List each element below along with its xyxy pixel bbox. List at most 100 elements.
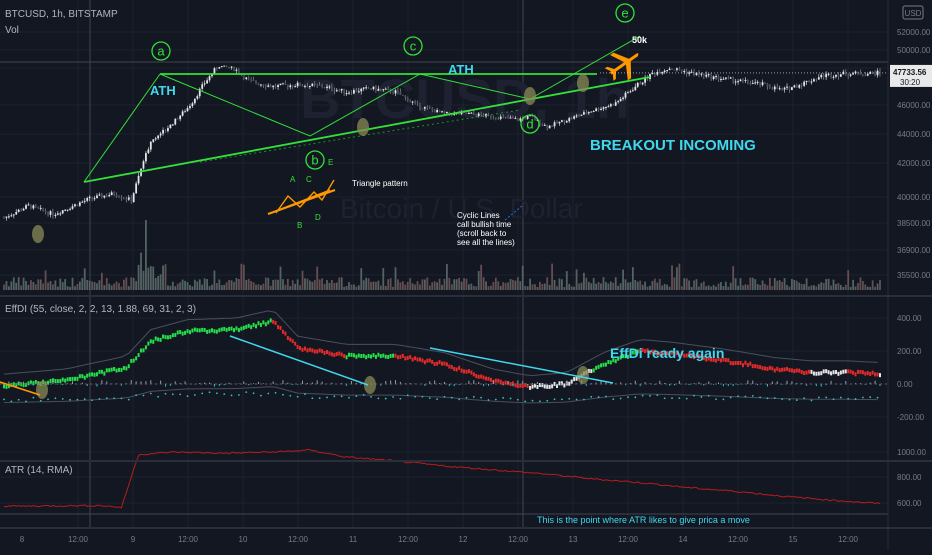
effdi-dot: [17, 398, 20, 401]
candle-body: [32, 205, 35, 209]
effdi-mark: [179, 330, 182, 335]
volume-bar: [316, 266, 319, 290]
effdi-mark: [614, 359, 617, 364]
effdi-dot: [773, 397, 776, 399]
volume-bar: [548, 284, 551, 290]
effdi-mark: [323, 350, 326, 355]
volume-label[interactable]: Vol: [5, 25, 19, 36]
candle-body: [676, 68, 678, 70]
symbol-label[interactable]: BTCUSD, 1h, BITSTAMP: [5, 9, 118, 20]
volume-bar: [861, 280, 864, 290]
volume-bar: [690, 286, 693, 290]
volume-bar: [641, 284, 644, 290]
effdi-mark: [7, 384, 10, 389]
volume-bar: [399, 282, 402, 290]
effdi-mark: [423, 360, 426, 365]
candle-body: [27, 204, 30, 206]
candle-body: [720, 79, 722, 81]
effdi-mark: [210, 328, 213, 333]
candle-body: [357, 91, 360, 93]
effdi-mark: [184, 330, 187, 335]
effdi-mark: [115, 368, 118, 373]
volume-bar: [401, 281, 404, 290]
candle-body: [771, 88, 774, 90]
effdi-mark: [874, 372, 877, 377]
effdi-dot: [83, 398, 86, 401]
volume-bar: [551, 263, 554, 290]
volume-bar: [428, 285, 431, 290]
price-tick-label: 44000.00: [897, 130, 931, 139]
effdi-mark: [416, 357, 419, 362]
effdi-mark: [25, 382, 28, 387]
candle-body: [30, 204, 32, 209]
effdi-dot: [436, 398, 439, 401]
volume-bar: [71, 277, 74, 290]
volume-bar: [512, 279, 514, 290]
candle-body: [636, 82, 639, 87]
volume-bar: [66, 286, 69, 290]
effdi-dot: [208, 391, 211, 394]
effdi-dot: [120, 397, 123, 400]
effdi-trendline-2: [429, 347, 614, 384]
volume-bar: [869, 286, 872, 290]
effdi-mark: [328, 351, 331, 356]
effdi-mark: [88, 372, 91, 377]
ath-label-1: ATH: [150, 83, 176, 98]
effdi-mark: [607, 360, 610, 365]
effdi-mark: [680, 351, 683, 356]
candle-body: [502, 116, 505, 118]
effdi-dot: [693, 394, 695, 397]
effdi-mark: [852, 370, 855, 375]
candle-body: [220, 66, 223, 68]
breakout-text: BREAKOUT INCOMING: [590, 137, 756, 154]
time-tick-label: 14: [679, 535, 688, 544]
volume-bar: [284, 284, 287, 290]
volume-bar: [164, 264, 167, 290]
effdi-label[interactable]: EffDI (55, close, 2, 2, 13, 1.88, 69, 31…: [5, 304, 197, 315]
effdi-mark: [86, 373, 89, 378]
volume-bar: [813, 285, 815, 290]
effdi-mark: [790, 368, 793, 373]
volume-bar: [688, 280, 691, 290]
candle-body: [788, 86, 791, 91]
volume-bar: [294, 283, 297, 290]
effdi-mark: [854, 372, 857, 377]
candle-body: [563, 120, 566, 123]
effdi-mark: [602, 362, 605, 367]
effdi-mark: [448, 364, 451, 369]
price-tick-label: 40000.00: [897, 193, 931, 202]
volume-bar: [360, 268, 363, 290]
candle-body: [734, 81, 737, 83]
volume-bar: [184, 280, 186, 290]
volume-bar: [78, 281, 81, 290]
effdi-mark: [494, 378, 497, 383]
volume-bar: [480, 264, 483, 290]
candle-body: [313, 83, 316, 85]
volume-bar: [335, 282, 338, 290]
volume-bar: [624, 279, 627, 290]
effdi-mark: [597, 364, 600, 369]
candle-body: [330, 86, 333, 91]
volume-bar: [783, 278, 786, 290]
volume-bar: [100, 272, 103, 290]
volume-bar: [560, 279, 563, 290]
volume-bar: [852, 279, 854, 290]
candle-body: [746, 79, 749, 83]
candle-body: [600, 108, 602, 111]
volume-bar: [69, 286, 71, 290]
volume-bar: [218, 279, 221, 290]
candle-body: [416, 101, 419, 104]
wave-connector: [83, 73, 161, 183]
effdi-dot: [267, 392, 270, 395]
effdi-mark: [196, 328, 199, 333]
effdi-dot: [348, 396, 350, 399]
volume-bar: [372, 281, 375, 290]
atr-label[interactable]: ATR (14, RMA): [5, 465, 73, 476]
candle-body: [335, 90, 338, 92]
candle-body: [118, 196, 120, 198]
effdi-tick-label: -200.00: [897, 413, 925, 422]
candle-body: [651, 73, 654, 75]
effdi-mark: [127, 364, 130, 369]
effdi-mark: [421, 358, 424, 363]
